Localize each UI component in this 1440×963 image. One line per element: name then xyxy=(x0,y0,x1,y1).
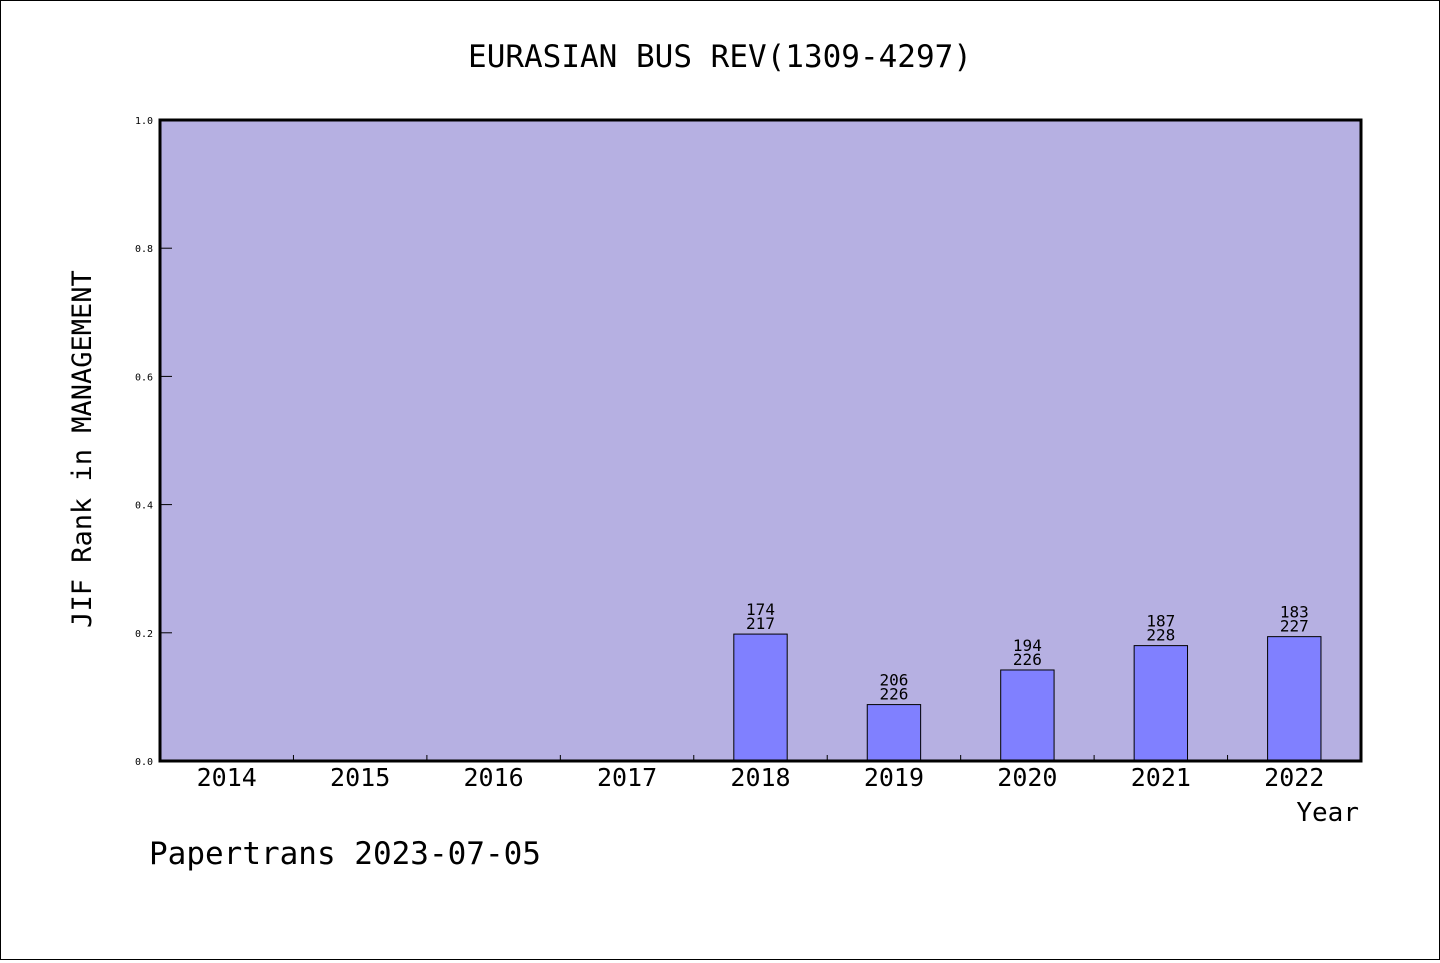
bar-2018 xyxy=(733,633,788,762)
x-tick-label: 2014 xyxy=(197,763,257,792)
y-tick-label: 0.2 xyxy=(135,629,153,640)
y-tick-label: 0.0 xyxy=(135,757,153,768)
bar-rank-label: 174 xyxy=(746,600,775,619)
bar-2022 xyxy=(1267,636,1322,762)
bar-total-label: 226 xyxy=(1013,650,1042,669)
bar-total-label: 228 xyxy=(1146,626,1175,645)
x-tick-label: 2022 xyxy=(1264,763,1324,792)
bar-2021 xyxy=(1133,645,1189,762)
bar-total-label: 226 xyxy=(879,685,908,704)
x-axis-tick-labels: 2014 2015 2016 2017 2018 2019 2020 2021 2022 xyxy=(197,763,1325,792)
x-tick-label: 2018 xyxy=(730,763,790,792)
x-tick-label: 2020 xyxy=(997,763,1057,792)
chart-title: EURASIAN BUS REV(1309-4297) xyxy=(468,39,972,75)
plot-border xyxy=(158,118,1363,763)
bar-rank-label: 183 xyxy=(1280,603,1309,622)
x-tick-label: 2017 xyxy=(597,763,657,792)
bar-rank-label: 194 xyxy=(1013,636,1042,655)
y-tick-label: 0.6 xyxy=(135,372,153,383)
x-tick-label: 2015 xyxy=(330,763,390,792)
x-tick-label: 2019 xyxy=(864,763,924,792)
y-tick-label: 0.8 xyxy=(135,244,153,255)
bar-rank-label: 206 xyxy=(879,671,908,690)
x-axis-label: Year xyxy=(1296,798,1359,828)
bar-total-label: 217 xyxy=(746,614,775,633)
y-axis-label: JIF Rank in MANAGEMENT xyxy=(67,270,98,628)
bar-2020 xyxy=(1000,669,1055,762)
source-footer: Papertrans 2023-07-05 xyxy=(149,836,541,872)
x-tick-label: 2021 xyxy=(1131,763,1191,792)
bar-rank-label: 187 xyxy=(1146,612,1175,631)
y-tick-label: 0.4 xyxy=(135,501,153,512)
bar-total-label: 227 xyxy=(1280,617,1309,636)
bar-2019 xyxy=(866,704,922,762)
x-tick-label: 2016 xyxy=(464,763,524,792)
y-tick-label: 1.0 xyxy=(135,116,153,127)
